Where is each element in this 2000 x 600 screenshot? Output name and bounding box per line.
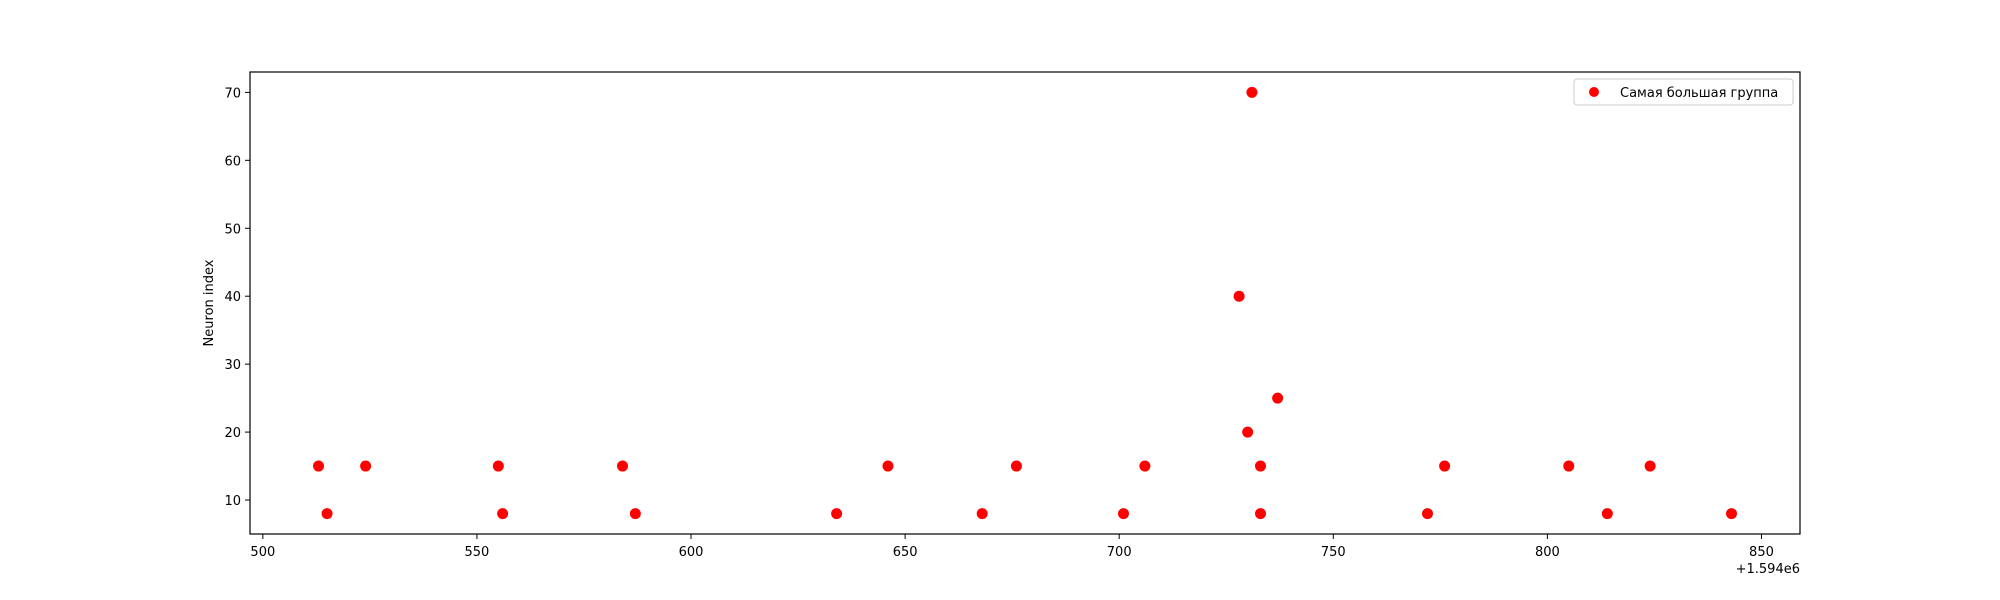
data-point — [1246, 86, 1258, 98]
data-point — [882, 460, 894, 472]
legend-marker — [1589, 87, 1599, 97]
data-point — [1139, 460, 1151, 472]
data-point — [313, 460, 325, 472]
data-point — [1439, 460, 1451, 472]
data-point — [321, 508, 333, 520]
y-tick-label: 60 — [224, 154, 241, 169]
data-point — [831, 508, 843, 520]
plot-area-frame — [249, 71, 1801, 535]
legend-label: Самая большая группа — [1620, 86, 1778, 101]
data-point — [1233, 290, 1245, 302]
legend-frame — [1573, 78, 1794, 106]
x-axis-ticks: 500 550 600 650 700 750 800 850 — [250, 534, 1774, 560]
data-point — [1242, 426, 1254, 438]
x-tick-label: 850 — [1749, 545, 1774, 560]
data-point — [492, 460, 504, 472]
y-tick-label: 50 — [224, 222, 241, 237]
x-tick-label: 750 — [1321, 545, 1346, 560]
data-point — [360, 460, 372, 472]
data-point — [1421, 508, 1433, 520]
y-tick-label: 20 — [224, 426, 241, 441]
y-tick-label: 10 — [224, 494, 241, 509]
data-point — [1117, 508, 1129, 520]
data-points — [313, 86, 1737, 520]
x-tick-label: 600 — [679, 545, 704, 560]
data-point — [1254, 460, 1266, 472]
x-tick-label: 650 — [893, 545, 918, 560]
data-point — [1644, 460, 1656, 472]
data-point — [1254, 508, 1266, 520]
y-axis-title: Neuron index — [202, 259, 217, 346]
y-tick-label: 30 — [224, 358, 241, 373]
data-point — [1272, 392, 1284, 404]
data-point — [617, 460, 629, 472]
data-point — [497, 508, 509, 520]
y-tick-label: 40 — [224, 290, 241, 305]
x-tick-label: 500 — [250, 545, 275, 560]
data-point — [976, 508, 988, 520]
data-point — [629, 508, 641, 520]
x-axis-offset-label: +1.594e6 — [1736, 562, 1800, 577]
y-axis-ticks: 10 20 30 40 50 60 70 — [224, 86, 250, 509]
x-tick-label: 800 — [1535, 545, 1560, 560]
x-tick-label: 700 — [1107, 545, 1132, 560]
data-point — [1010, 460, 1022, 472]
data-point — [1601, 508, 1613, 520]
legend: Самая большая группа — [1573, 78, 1794, 106]
x-tick-label: 550 — [465, 545, 490, 560]
data-point — [1563, 460, 1575, 472]
data-point — [1725, 508, 1737, 520]
y-tick-label: 70 — [224, 86, 241, 101]
